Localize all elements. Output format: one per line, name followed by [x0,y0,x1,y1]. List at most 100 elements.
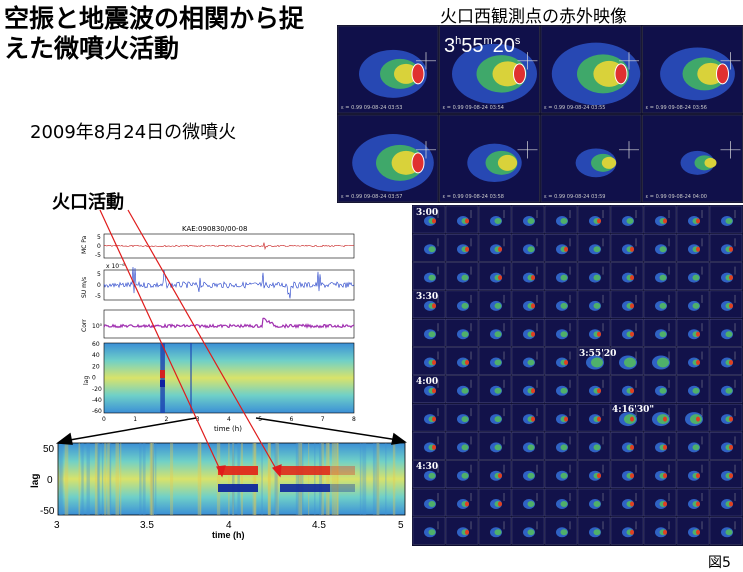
panel-label-corr: Corr [81,319,88,332]
grid-thumbnail [610,234,644,262]
grid-thumbnail [544,488,578,517]
grid-thumbnail [511,460,545,488]
grid-thumbnail [478,262,512,290]
ir-frame: ε = 0.99 09-08-24 03:53 [337,25,439,114]
grid-thumbnail [610,460,644,488]
grid-thumbnail [643,347,677,375]
correlation-band [280,466,330,475]
tick-label: 0 [92,375,96,382]
grid-thumbnail [445,460,479,488]
grid-thumbnail [676,488,710,517]
grid-thumbnail [610,432,644,460]
ir-frame: ε = 0.99 09-08-24 03:56 [642,25,743,114]
grid-thumbnail [544,347,578,375]
grid-thumbnail [478,290,512,319]
tick-label: -5 [95,293,101,300]
grid-thumbnail [478,517,512,545]
grid-thumbnail [643,319,677,347]
grid-thumbnail [478,460,512,488]
tick-label: 0 [97,243,101,250]
grid-thumbnail [445,319,479,347]
page-title: 空振と地震波の相関から捉えた微噴火活動 [4,4,305,63]
grid-thumbnail [412,517,446,545]
tick-label: 1 [133,416,137,423]
grid-thumbnail [544,290,578,319]
ir-image-grid: ε = 0.99 09-08-24 03:53 ε = 0.99 09-08-24… [337,25,743,203]
grid-thumbnail [610,290,644,319]
tick-label: 3.5 [140,520,154,531]
grid-thumbnail [544,517,578,545]
ir-frame: ε = 0.99 09-08-24 03:58 [439,114,540,203]
scale-label: x 10⁻⁶ [106,263,125,270]
grid-thumbnail [445,290,479,319]
activity-arrows [99,209,282,478]
ir-time-overlay: 3h55m20s [444,35,521,57]
tick-label: 40 [92,352,100,359]
red-arrow [127,209,280,475]
grid-thumbnail [511,403,545,432]
tick-label: 4 [226,520,232,531]
frame-caption: ε = 0.99 09-08-24 03:58 [443,194,505,200]
grid-thumbnail [676,290,710,319]
grid-thumbnail [709,347,743,375]
grid-thumbnail [709,375,743,403]
small-plot-xlabel: time (h) [214,425,242,433]
grid-thumbnail [643,234,677,262]
grid-thumbnail [478,375,512,403]
grid-thumbnail [676,347,710,375]
tick-label: 6 [290,416,294,423]
ir-frame: ε = 0.99 09-08-24 03:59 [540,114,642,203]
panel-label-su: SU m/s [81,277,88,298]
grid-thumbnail [676,432,710,460]
tick-label: 3 [54,520,60,531]
grid-thumbnail [412,432,446,460]
grid-thumbnail [709,234,743,262]
grid-thumbnail [544,319,578,347]
grid-thumbnail [544,403,578,432]
zoom-arrows [55,417,407,445]
grid-thumbnail [445,517,479,545]
grid-thumbnail [511,488,545,517]
tick-label: 7 [321,416,325,423]
grid-thumbnail [445,403,479,432]
tick-label: 5 [398,520,404,531]
grid-thumbnail [511,517,545,545]
grid-thumbnail [577,488,611,517]
grid-thumbnail [709,262,743,290]
grid-thumbnail [709,205,743,234]
grid-thumbnail [412,375,446,403]
grid-thumbnail [544,375,578,403]
grid-thumbnail [511,319,545,347]
grid-thumbnail [577,517,611,545]
grid-thumbnail [610,262,644,290]
zoom-ylabel: lag [30,474,41,488]
ir-frame: ε = 0.99 09-08-24 03:55 [540,25,642,114]
tick-label: 60 [92,341,100,348]
grid-thumbnail [478,432,512,460]
tick-label: 5 [97,234,101,241]
grid-thumbnail [412,347,446,375]
grid-thumbnail [709,403,743,432]
red-arrow-head [271,464,282,478]
grid-thumbnail [412,403,446,432]
grid-thumbnail [478,403,512,432]
tick-label: 3 [196,416,200,423]
grid-row-label: 4:30 [416,462,438,472]
ir-thumbnail-grid: 3:00 3:30 4:00 4:30 3:55'20 4:16'30" [412,205,743,546]
grid-thumbnail [610,517,644,545]
zoom-xlabel: time (h) [212,530,245,540]
grid-thumbnail [577,290,611,319]
frame-caption: ε = 0.99 09-08-24 03:53 [341,105,403,111]
grid-thumbnail [643,488,677,517]
grid-thumbnail [643,205,677,234]
grid-thumbnail [676,234,710,262]
grid-thumbnail [709,488,743,517]
grid-thumbnail [511,347,545,375]
grid-thumbnail [709,290,743,319]
grid-thumbnail [511,290,545,319]
figure-number: 図5 [708,555,731,571]
grid-thumbnail [511,262,545,290]
grid-thumbnail [577,319,611,347]
tick-label: 2 [165,416,169,423]
